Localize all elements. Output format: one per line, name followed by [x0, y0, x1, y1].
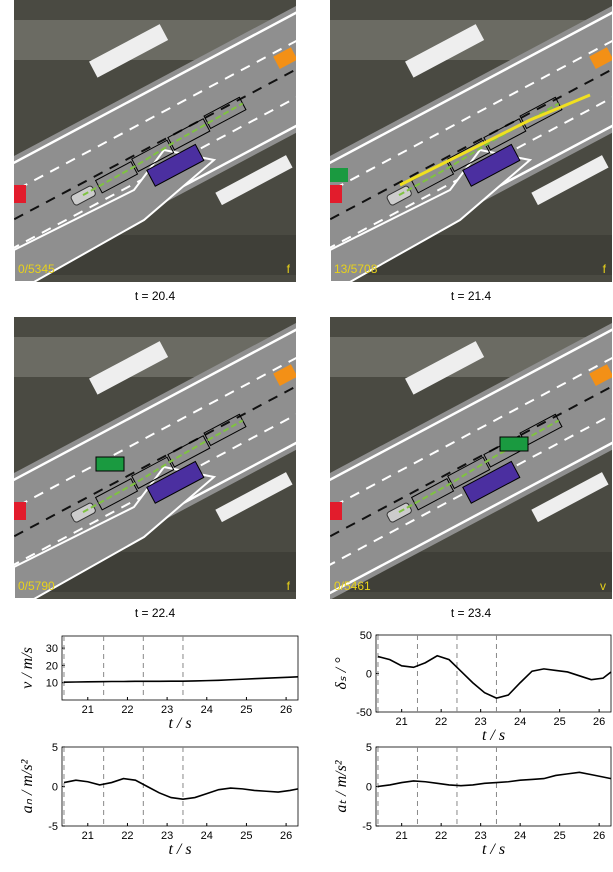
y-axis-label: aₜ / m/s² — [333, 759, 350, 812]
x-tick-label: 24 — [514, 716, 526, 728]
figure: 0/5345ft = 20.413/5708ft = 21.40/5790ft … — [0, 0, 613, 867]
y-tick-label: 0 — [366, 782, 372, 794]
x-tick-label: 21 — [396, 830, 408, 842]
x-tick-label: 22 — [435, 830, 447, 842]
x-tick-label: 25 — [554, 830, 566, 842]
x-axis-label: t / s — [482, 727, 505, 744]
y-tick-label: 30 — [46, 643, 58, 655]
plot-frame — [62, 747, 298, 826]
x-tick-label: 26 — [280, 704, 292, 716]
x-tick-label: 26 — [593, 830, 605, 842]
x-tick-label: 21 — [82, 704, 94, 716]
signal-line — [64, 779, 298, 800]
y-tick-label: -5 — [362, 821, 372, 833]
y-axis-label: v / m/s — [19, 647, 36, 689]
plot-frame — [62, 636, 298, 700]
x-tick-label: 22 — [121, 830, 133, 842]
x-axis-label: t / s — [482, 841, 505, 858]
x-tick-label: 26 — [593, 716, 605, 728]
y-axis-label: δₛ / ° — [333, 657, 350, 690]
x-axis-label: t / s — [168, 841, 191, 858]
x-tick-label: 24 — [514, 830, 526, 842]
y-tick-label: 20 — [46, 660, 58, 672]
x-tick-label: 25 — [554, 716, 566, 728]
y-tick-label: 0 — [366, 669, 372, 681]
x-tick-label: 21 — [396, 716, 408, 728]
x-tick-label: 21 — [82, 830, 94, 842]
time-caption: t = 21.4 — [451, 289, 492, 303]
y-tick-label: 10 — [46, 678, 58, 690]
plot-frame — [376, 747, 611, 826]
x-tick-label: 26 — [280, 830, 292, 842]
time-caption: t = 23.4 — [451, 606, 492, 620]
y-tick-label: 50 — [360, 630, 372, 642]
x-tick-label: 24 — [201, 830, 213, 842]
y-tick-label: 5 — [52, 742, 58, 754]
y-tick-label: 0 — [52, 782, 58, 794]
x-tick-label: 25 — [240, 704, 252, 716]
signal-line — [378, 656, 611, 698]
frame-counter: 0/5461 — [334, 579, 371, 593]
y-axis-label: aₙ / m/s² — [19, 758, 36, 813]
x-tick-label: 25 — [240, 830, 252, 842]
signal-line — [64, 677, 298, 682]
y-tick-label: -50 — [356, 707, 372, 719]
frame-counter: 0/5345 — [18, 262, 55, 276]
mode-flag: v — [600, 579, 606, 593]
frame-counter: 0/5790 — [18, 579, 55, 593]
x-tick-label: 22 — [121, 704, 133, 716]
x-axis-label: t / s — [168, 715, 191, 732]
y-tick-label: 5 — [366, 742, 372, 754]
frame-counter: 13/5708 — [334, 262, 378, 276]
x-tick-label: 24 — [201, 704, 213, 716]
y-tick-label: -5 — [48, 821, 58, 833]
x-tick-label: 22 — [435, 716, 447, 728]
time-caption: t = 22.4 — [135, 606, 176, 620]
signal-line — [378, 772, 611, 786]
plot-frame — [376, 635, 611, 712]
time-caption: t = 20.4 — [135, 289, 176, 303]
